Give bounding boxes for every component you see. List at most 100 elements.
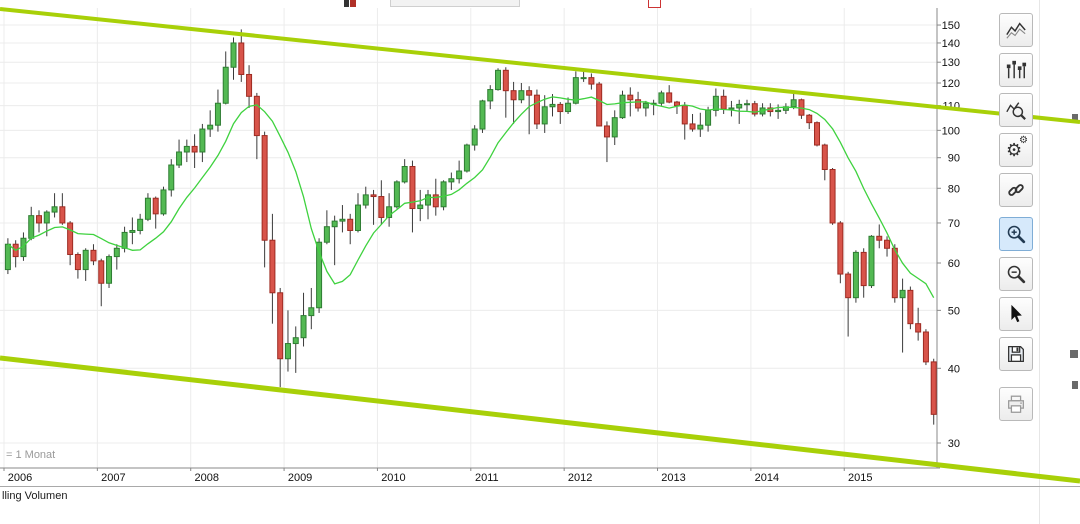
candle-body [316, 241, 323, 309]
candle-body [401, 166, 408, 183]
save-chart-button[interactable] [999, 337, 1033, 371]
candle-body [409, 166, 416, 210]
candle-body [121, 231, 128, 249]
candle-body [129, 229, 136, 233]
candle-body [502, 69, 509, 92]
candle-body [292, 337, 299, 345]
zoom-out-button[interactable] [999, 257, 1033, 291]
candle-body [277, 292, 284, 360]
magnifier-minus-icon [1007, 265, 1026, 284]
candle-body [852, 251, 859, 299]
chart-magnifier-icon [1006, 102, 1026, 120]
chart-type-line-button[interactable] [999, 13, 1033, 47]
candle-body [106, 256, 113, 284]
candle-body [331, 220, 338, 228]
candle-body [253, 95, 260, 137]
y-tick-label: 40 [948, 363, 960, 375]
candle-body [557, 103, 564, 113]
candle-body [829, 169, 836, 224]
x-tick-label: 2014 [755, 472, 779, 484]
candle-body [549, 103, 556, 108]
y-tick-label: 70 [948, 218, 960, 230]
candle-body [681, 105, 688, 125]
panel-separator [0, 486, 1080, 487]
candle-body [199, 128, 206, 153]
cursor-mode-button[interactable] [999, 297, 1033, 331]
candle-body [4, 243, 11, 271]
candle-body [845, 273, 852, 299]
x-tick-label: 2009 [288, 472, 312, 484]
x-tick-label: 2008 [194, 472, 218, 484]
candle-body [393, 181, 400, 208]
x-tick-label: 2007 [101, 472, 125, 484]
chart-type-bar-button[interactable] [999, 53, 1033, 87]
x-tick-label: 2013 [661, 472, 685, 484]
magnifier-plus-icon [1007, 225, 1026, 244]
volume-panel-label: lling Volumen [2, 490, 68, 502]
candle-body [463, 144, 470, 172]
candle-body [238, 42, 245, 75]
candle-body [603, 125, 610, 138]
candle-body [642, 102, 649, 109]
candle-body [168, 164, 175, 191]
printer-icon [1008, 395, 1024, 413]
y-tick-label: 120 [942, 78, 960, 90]
candle-body [207, 124, 214, 130]
candle-body [471, 128, 478, 146]
candle-body [378, 196, 385, 218]
candle-body [891, 247, 898, 299]
candle-body [899, 289, 906, 299]
candle-body [300, 315, 307, 339]
candle-body [565, 102, 572, 113]
print-chart-button[interactable] [999, 387, 1033, 421]
candle-body [775, 109, 782, 113]
panel-edge-line [1039, 0, 1040, 524]
candle-body [907, 289, 914, 325]
candle-body [43, 211, 50, 224]
candle-body [347, 218, 354, 231]
candle-body [806, 114, 813, 124]
settings-button[interactable]: ⚙ ⚙ [999, 133, 1033, 167]
candle-body [74, 253, 81, 271]
candle-body [495, 69, 502, 91]
y-tick-label: 130 [942, 57, 960, 69]
candle-body [876, 235, 883, 241]
y-tick-label: 30 [948, 438, 960, 450]
candle-body [448, 178, 455, 183]
candle-body [596, 83, 603, 127]
candle-body [222, 66, 229, 104]
y-tick-label: 150 [942, 20, 960, 32]
price-chart-canvas[interactable]: 150 140 130 120 110 100 90 80 70 60 50 40 30 2006 2007… [0, 0, 994, 524]
candle-body [246, 73, 253, 97]
candle-body [425, 194, 432, 206]
candle-body [479, 100, 486, 130]
candle-body [922, 331, 929, 363]
candle-body [370, 194, 377, 198]
y-tick-label: 60 [948, 258, 960, 270]
candle-body [456, 170, 463, 180]
candle-body [510, 90, 517, 101]
x-tick-label: 2011 [475, 472, 499, 484]
candle-body [736, 103, 743, 109]
candle-body [743, 103, 750, 106]
zoom-in-button[interactable] [999, 217, 1033, 251]
y-tick-label: 140 [942, 38, 960, 50]
candle-body [230, 42, 237, 68]
x-tick-label: 2012 [568, 472, 592, 484]
candle-body [152, 197, 159, 215]
candle-body [67, 222, 74, 255]
timeframe-label: = 1 Monat [6, 449, 56, 461]
candle-body [82, 249, 89, 271]
link-chart-button[interactable] [999, 173, 1033, 207]
indicator-inspect-button[interactable] [999, 93, 1033, 127]
candle-body [440, 181, 447, 208]
candle-body [339, 218, 346, 222]
y-tick-label: 50 [948, 305, 960, 317]
candle-body [884, 239, 891, 249]
candle-body [611, 117, 618, 138]
y-tick-label: 80 [948, 183, 960, 195]
candle-body [619, 94, 626, 119]
clipped-ui-fragment [344, 0, 349, 7]
gear-icon: ⚙ ⚙ [1006, 135, 1028, 160]
